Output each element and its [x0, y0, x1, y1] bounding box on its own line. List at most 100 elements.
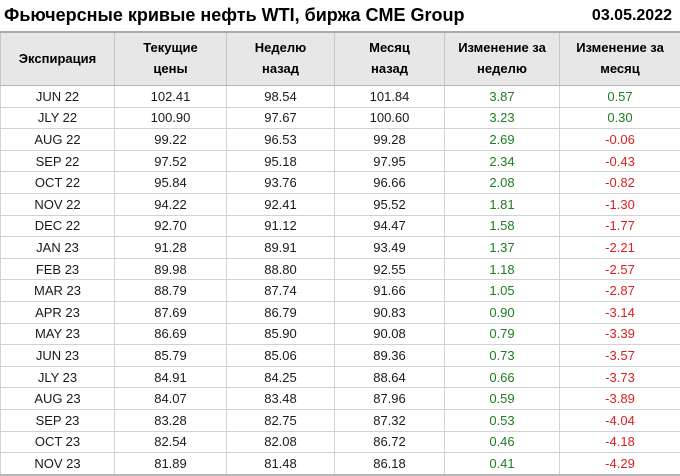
expiration-cell: MAY 23 [0, 322, 115, 346]
value-cell: 1.58 [444, 214, 560, 238]
value-cell: -0.82 [559, 171, 680, 194]
value-cell: 93.49 [334, 236, 445, 259]
expiration-cell: SEP 23 [0, 408, 115, 432]
value-cell: 86.72 [334, 430, 445, 454]
value-cell: 0.30 [559, 106, 680, 130]
value-cell: 1.18 [444, 257, 560, 281]
value-cell: 89.36 [334, 344, 445, 367]
value-cell: 81.48 [226, 452, 335, 476]
value-cell: 94.22 [114, 192, 227, 216]
value-cell: -1.77 [559, 214, 680, 238]
value-cell: 97.67 [226, 106, 335, 130]
value-cell: 85.79 [114, 344, 227, 367]
table-row: MAR 23 88.79 87.74 91.66 1.05 -2.87 [0, 279, 680, 302]
value-cell: 1.05 [444, 279, 560, 302]
value-cell: 97.95 [334, 149, 445, 173]
expiration-cell: NOV 22 [0, 192, 115, 216]
value-cell: 96.53 [226, 128, 335, 151]
value-cell: 0.53 [444, 408, 560, 432]
value-cell: 84.25 [226, 365, 335, 389]
value-cell: 100.90 [114, 106, 227, 130]
expiration-cell: JLY 22 [0, 106, 115, 130]
value-cell: 0.41 [444, 452, 560, 476]
table-row: APR 23 87.69 86.79 90.83 0.90 -3.14 [0, 300, 680, 324]
table-row: NOV 22 94.22 92.41 95.52 1.81 -1.30 [0, 192, 680, 216]
table-row: AUG 23 84.07 83.48 87.96 0.59 -3.89 [0, 387, 680, 410]
value-cell: 2.34 [444, 149, 560, 173]
value-cell: 84.07 [114, 387, 227, 410]
value-cell: 82.08 [226, 430, 335, 454]
value-cell: -3.57 [559, 344, 680, 367]
value-cell: 92.55 [334, 257, 445, 281]
value-cell: 3.23 [444, 106, 560, 130]
expiration-cell: APR 23 [0, 300, 115, 324]
value-cell: 2.69 [444, 128, 560, 151]
value-cell: 83.28 [114, 408, 227, 432]
value-cell: 2.08 [444, 171, 560, 194]
value-cell: 87.32 [334, 408, 445, 432]
table-row: DEC 22 92.70 91.12 94.47 1.58 -1.77 [0, 214, 680, 238]
value-cell: 89.91 [226, 236, 335, 259]
expiration-cell: FEB 23 [0, 257, 115, 281]
value-cell: 98.54 [226, 85, 335, 108]
expiration-cell: NOV 23 [0, 452, 115, 476]
value-cell: 0.46 [444, 430, 560, 454]
value-cell: 92.70 [114, 214, 227, 238]
value-cell: 88.64 [334, 365, 445, 389]
value-cell: 85.90 [226, 322, 335, 346]
value-cell: 100.60 [334, 106, 445, 130]
table-row: MAY 23 86.69 85.90 90.08 0.79 -3.39 [0, 322, 680, 346]
column-header-1: Текущие цены [114, 31, 227, 86]
value-cell: -2.57 [559, 257, 680, 281]
value-cell: -0.43 [559, 149, 680, 173]
report-date: 03.05.2022 [591, 6, 672, 24]
value-cell: 99.28 [334, 128, 445, 151]
expiration-cell: JUN 23 [0, 344, 115, 367]
value-cell: -1.30 [559, 192, 680, 216]
value-cell: 89.98 [114, 257, 227, 281]
value-cell: 88.80 [226, 257, 335, 281]
expiration-cell: JLY 23 [0, 365, 115, 389]
futures-table: Экспирация Текущие цены Неделю назад Месяц … [0, 31, 680, 476]
value-cell: 84.91 [114, 365, 227, 389]
value-cell: 3.87 [444, 85, 560, 108]
value-cell: 94.47 [334, 214, 445, 238]
table-row: AUG 22 99.22 96.53 99.28 2.69 -0.06 [0, 128, 680, 151]
expiration-cell: SEP 22 [0, 149, 115, 173]
value-cell: 0.73 [444, 344, 560, 367]
value-cell: 95.18 [226, 149, 335, 173]
value-cell: -4.18 [559, 430, 680, 454]
value-cell: -4.04 [559, 408, 680, 432]
value-cell: 0.66 [444, 365, 560, 389]
value-cell: 99.22 [114, 128, 227, 151]
value-cell: 83.48 [226, 387, 335, 410]
expiration-cell: JUN 22 [0, 85, 115, 108]
value-cell: 95.84 [114, 171, 227, 194]
value-cell: 96.66 [334, 171, 445, 194]
value-cell: 86.18 [334, 452, 445, 476]
value-cell: 1.37 [444, 236, 560, 259]
value-cell: -3.39 [559, 322, 680, 346]
value-cell: 82.75 [226, 408, 335, 432]
value-cell: 86.79 [226, 300, 335, 324]
column-header-5: Изменение за месяц [559, 31, 680, 86]
table-row: SEP 22 97.52 95.18 97.95 2.34 -0.43 [0, 149, 680, 173]
table-header-row: Экспирация Текущие цены Неделю назад Месяц … [0, 31, 680, 86]
value-cell: 0.79 [444, 322, 560, 346]
report-header: Фьючерсные кривые нефть WTI, биржа CME G… [0, 0, 680, 31]
expiration-cell: DEC 22 [0, 214, 115, 238]
value-cell: 102.41 [114, 85, 227, 108]
value-cell: 91.12 [226, 214, 335, 238]
expiration-cell: AUG 22 [0, 128, 115, 151]
expiration-cell: OCT 22 [0, 171, 115, 194]
value-cell: 87.74 [226, 279, 335, 302]
value-cell: 92.41 [226, 192, 335, 216]
value-cell: 86.69 [114, 322, 227, 346]
value-cell: 97.52 [114, 149, 227, 173]
column-header-0: Экспирация [0, 31, 115, 86]
value-cell: 0.90 [444, 300, 560, 324]
value-cell: 88.79 [114, 279, 227, 302]
expiration-cell: JAN 23 [0, 236, 115, 259]
value-cell: -3.73 [559, 365, 680, 389]
